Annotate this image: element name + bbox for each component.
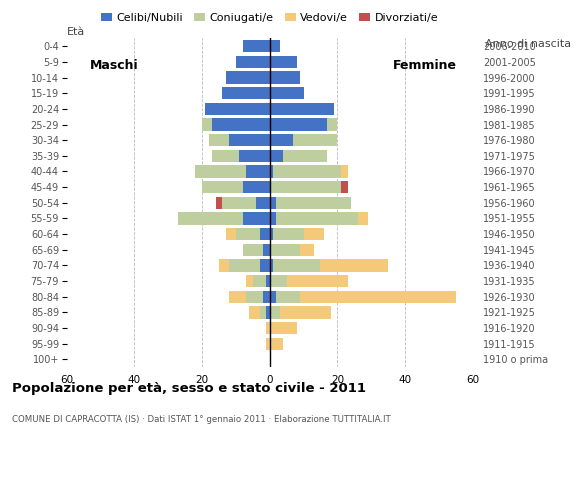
Bar [246, 275, 253, 287]
Bar [266, 275, 270, 287]
Bar [270, 166, 273, 178]
Bar [270, 244, 300, 256]
Bar [212, 119, 270, 131]
Bar [216, 197, 222, 209]
Bar [260, 228, 270, 240]
Bar [270, 337, 283, 350]
Bar [270, 87, 303, 99]
Bar [260, 306, 266, 319]
Bar [341, 166, 347, 178]
Bar [270, 212, 277, 225]
Text: Maschi: Maschi [90, 59, 139, 72]
Bar [270, 290, 277, 303]
Bar [202, 119, 212, 131]
Bar [242, 181, 270, 193]
Bar [277, 212, 358, 225]
Bar [249, 306, 260, 319]
Bar [242, 40, 270, 52]
Bar [358, 212, 368, 225]
Bar [242, 212, 270, 225]
Bar [300, 244, 314, 256]
Bar [270, 228, 273, 240]
Bar [226, 72, 270, 84]
Bar [300, 290, 456, 303]
Bar [270, 275, 287, 287]
Bar [229, 259, 260, 272]
Bar [273, 259, 320, 272]
Bar [229, 290, 246, 303]
Text: Popolazione per età, sesso e stato civile - 2011: Popolazione per età, sesso e stato civil… [12, 382, 365, 395]
Bar [222, 197, 256, 209]
Bar [270, 197, 277, 209]
Bar [226, 228, 236, 240]
Bar [270, 322, 297, 334]
Bar [246, 290, 263, 303]
Bar [270, 306, 280, 319]
Bar [195, 166, 246, 178]
Bar [287, 275, 347, 287]
Bar [246, 166, 270, 178]
Bar [209, 134, 229, 146]
Bar [179, 212, 242, 225]
Bar [263, 244, 270, 256]
Bar [270, 56, 297, 68]
Legend: Celibi/Nubili, Coniugati/e, Vedovi/e, Divorziati/e: Celibi/Nubili, Coniugati/e, Vedovi/e, Di… [101, 13, 438, 23]
Bar [239, 150, 270, 162]
Text: Anno di nascita: Anno di nascita [485, 39, 571, 49]
Bar [229, 134, 270, 146]
Bar [202, 181, 242, 193]
Bar [236, 56, 270, 68]
Bar [277, 197, 351, 209]
Text: Femmine: Femmine [393, 59, 458, 72]
Bar [273, 228, 303, 240]
Text: Età: Età [67, 27, 85, 37]
Bar [303, 228, 324, 240]
Bar [270, 259, 273, 272]
Bar [263, 290, 270, 303]
Bar [253, 275, 266, 287]
Bar [242, 244, 263, 256]
Bar [219, 259, 229, 272]
Bar [222, 87, 270, 99]
Bar [270, 134, 293, 146]
Bar [270, 150, 283, 162]
Bar [236, 228, 260, 240]
Bar [320, 259, 388, 272]
Bar [266, 306, 270, 319]
Bar [283, 150, 327, 162]
Bar [260, 259, 270, 272]
Bar [270, 181, 341, 193]
Bar [270, 40, 280, 52]
Bar [327, 119, 338, 131]
Text: COMUNE DI CAPRACOTTA (IS) · Dati ISTAT 1° gennaio 2011 · Elaborazione TUTTITALIA: COMUNE DI CAPRACOTTA (IS) · Dati ISTAT 1… [12, 415, 390, 424]
Bar [266, 322, 270, 334]
Bar [277, 290, 300, 303]
Bar [205, 103, 270, 115]
Bar [280, 306, 331, 319]
Bar [270, 72, 300, 84]
Bar [266, 337, 270, 350]
Bar [293, 134, 338, 146]
Bar [270, 119, 327, 131]
Bar [270, 103, 334, 115]
Bar [341, 181, 347, 193]
Bar [212, 150, 239, 162]
Bar [273, 166, 341, 178]
Bar [256, 197, 270, 209]
